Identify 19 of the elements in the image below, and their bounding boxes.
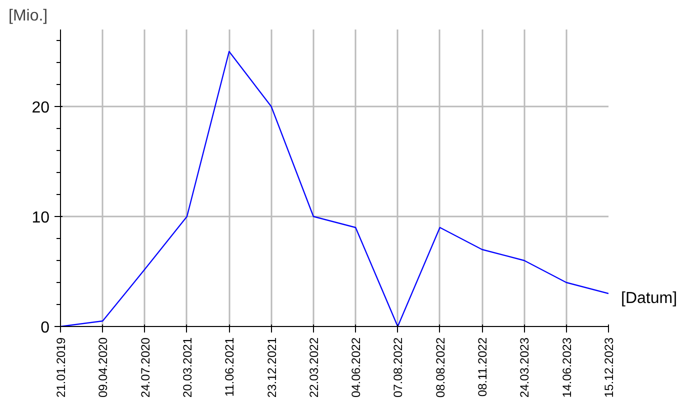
x-tick-label: 15.12.2023 [602, 337, 616, 398]
x-tick-label: 04.06.2022 [349, 337, 364, 398]
y-tick-label: 10 [32, 210, 50, 226]
x-tick-label: 11.06.2021 [222, 337, 237, 397]
x-tick-label: 08.11.2022 [476, 337, 490, 397]
x-tick-label: 23.12.2021 [264, 337, 279, 398]
y-tick-label: 20 [32, 100, 50, 116]
x-tick-label: 20.03.2021 [180, 337, 194, 398]
x-tick-label: 24.03.2023 [518, 337, 532, 398]
x-tick-label: 07.08.2022 [391, 337, 406, 398]
x-tick-label: 08.08.2022 [433, 337, 448, 398]
x-tick-label: 09.04.2020 [96, 337, 110, 398]
x-tick-label: 22.03.2022 [306, 337, 321, 398]
y-tick-label: 0 [40, 320, 50, 336]
x-tick-label: 24.07.2020 [138, 337, 152, 398]
x-tick-label: 21.01.2019 [54, 337, 68, 398]
x-tick-label: 14.06.2023 [560, 337, 574, 398]
x-axis-title: [Datum] [621, 289, 678, 309]
y-axis-title: [Mio.] [8, 8, 48, 24]
